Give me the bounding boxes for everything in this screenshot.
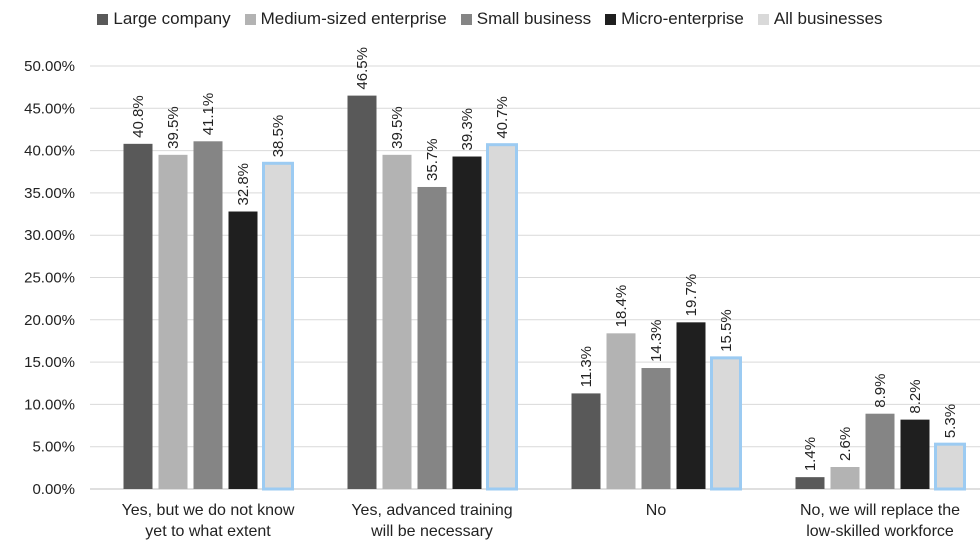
legend: Large company Medium-sized enterprise Smal… (0, 6, 980, 32)
bar (934, 442, 966, 491)
y-tick-label: 35.00% (24, 185, 75, 202)
bar (382, 154, 412, 489)
legend-item: Medium-sized enterprise (244, 6, 447, 32)
data-label: 2.6% (837, 427, 854, 461)
legend-swatch (97, 13, 109, 25)
data-label: 35.7% (424, 138, 441, 181)
data-label: 46.5% (354, 47, 371, 90)
legend-item: Micro-enterprise (605, 6, 744, 32)
y-tick-label: 50.00% (24, 58, 75, 75)
legend-item: All businesses (757, 6, 883, 32)
data-label: 40.8% (130, 95, 147, 138)
y-tick-label: 25.00% (24, 270, 75, 287)
legend-label: All businesses (773, 9, 883, 28)
data-label: 11.3% (578, 346, 595, 387)
bar (710, 356, 742, 491)
category-label: will be necessary (370, 523, 493, 540)
bar (228, 211, 258, 489)
data-label: 18.4% (613, 285, 630, 328)
legend-swatch (605, 13, 617, 25)
data-label: 8.9% (872, 374, 889, 408)
y-tick-label: 20.00% (24, 312, 75, 329)
category-label: No, we will replace the (800, 502, 960, 519)
legend-swatch (460, 13, 472, 25)
y-tick-label: 45.00% (24, 100, 75, 117)
legend-swatch (244, 13, 256, 25)
category-label: No (646, 502, 667, 519)
legend-item: Small business (460, 6, 592, 32)
data-label: 39.5% (165, 106, 182, 149)
bar (123, 143, 153, 489)
category-label: Yes, but we do not know (122, 502, 295, 519)
category-label: Yes, advanced training (351, 502, 512, 519)
bar (676, 322, 706, 489)
bar (571, 393, 601, 489)
data-label: 39.3% (459, 108, 476, 151)
data-label: 32.8% (235, 163, 252, 206)
bar (641, 368, 671, 489)
data-label: 5.3% (942, 404, 959, 438)
data-label: 41.1% (200, 93, 217, 136)
bar (606, 333, 636, 489)
legend-label: Micro-enterprise (621, 9, 744, 28)
y-tick-label: 15.00% (24, 354, 75, 371)
bar (900, 419, 930, 489)
category-label: yet to what extent (145, 523, 271, 540)
y-tick-label: 30.00% (24, 227, 75, 244)
data-label: 14.3% (648, 319, 665, 362)
bar (158, 154, 188, 489)
bar (452, 156, 482, 489)
bar (830, 467, 860, 489)
y-tick-label: 5.00% (32, 439, 75, 456)
data-label: 39.5% (389, 106, 406, 149)
bar (347, 95, 377, 490)
bar (865, 413, 895, 489)
bar (193, 141, 223, 489)
bar (486, 143, 518, 491)
data-label: 8.2% (907, 379, 924, 413)
y-tick-label: 0.00% (32, 481, 75, 498)
data-label: 40.7% (494, 96, 511, 139)
data-label: 15.5% (718, 309, 735, 352)
category-label: low-skilled workforce (806, 523, 954, 540)
legend-label: Medium-sized enterprise (260, 9, 447, 28)
data-label: 19.7% (683, 274, 700, 317)
legend-swatch (757, 13, 769, 25)
bar (795, 477, 825, 489)
data-label: 38.5% (270, 115, 287, 158)
legend-label: Small business (476, 9, 592, 28)
y-tick-label: 40.00% (24, 143, 75, 160)
bar (417, 186, 447, 489)
legend-label: Large company (113, 9, 231, 28)
data-label: 1.4% (802, 437, 819, 471)
legend-item: Large company (97, 6, 231, 32)
bar (262, 161, 294, 491)
y-tick-label: 10.00% (24, 396, 75, 413)
